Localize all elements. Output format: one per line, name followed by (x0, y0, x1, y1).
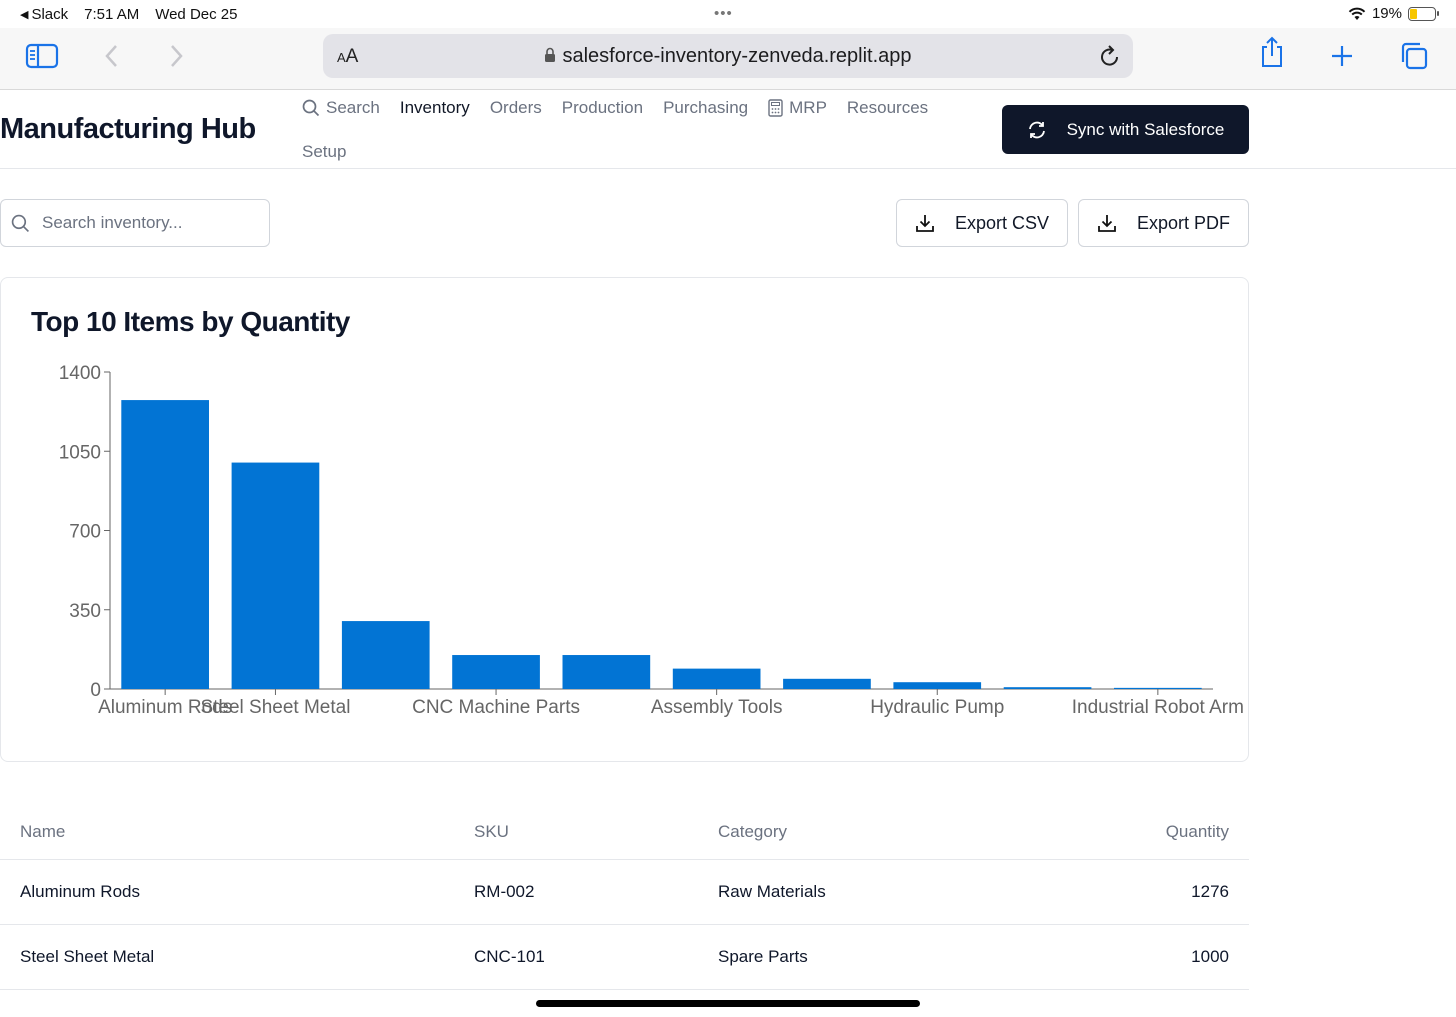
nav-mrp[interactable]: MRP (768, 98, 827, 118)
back-chevron-icon[interactable] (92, 38, 132, 74)
cell-quantity: 1000 (1191, 947, 1229, 966)
chart-bar (1114, 687, 1202, 689)
download-icon (1098, 215, 1116, 232)
status-right: 19% (1348, 5, 1439, 22)
chart-bar (893, 682, 982, 689)
nav-production[interactable]: Production (561, 98, 644, 117)
x-tick-label: Assembly Tools (651, 697, 783, 718)
nav-resources[interactable]: Resources (846, 98, 929, 117)
app-header: Manufacturing Hub Search Inventory Order… (0, 91, 1456, 169)
sidebar-toggle-icon[interactable] (22, 38, 62, 74)
inventory-table: Name SKU Category Quantity Aluminum Rods… (0, 800, 1249, 990)
chart-bar (341, 621, 430, 689)
new-tab-plus-icon[interactable] (1322, 38, 1362, 74)
main-nav: Search Inventory Orders Production Purch… (302, 97, 982, 185)
col-header-name[interactable]: Name (20, 822, 66, 841)
chart-bar (231, 462, 320, 689)
reader-settings-button[interactable]: AA (337, 46, 359, 67)
cell-quantity: 1276 (1191, 882, 1229, 901)
nav-setup[interactable]: Setup (302, 142, 347, 161)
back-triangle-icon: ◀ (20, 9, 29, 21)
export-pdf-button[interactable]: Export PDF (1078, 199, 1249, 247)
cell-category: Raw Materials (718, 882, 826, 901)
table-row[interactable]: Steel Sheet Metal CNC-101 Spare Parts 10… (0, 925, 1249, 990)
multitasking-dots-icon[interactable]: ••• (714, 5, 733, 22)
y-tick-label: 1050 (59, 442, 101, 463)
x-tick-label: Steel Sheet Metal (200, 697, 350, 718)
calculator-icon (768, 99, 783, 117)
status-bar: ◀ Slack 7:51 AM Wed Dec 25 ••• 19% (0, 0, 1456, 28)
y-tick-label: 350 (69, 601, 101, 622)
chart-bar (562, 655, 651, 689)
refresh-icon (1028, 121, 1045, 138)
nav-search[interactable]: Search (302, 98, 380, 118)
cell-sku: RM-002 (474, 882, 535, 901)
back-app-label: Slack (31, 6, 69, 23)
table-row[interactable]: Aluminum Rods RM-002 Raw Materials 1276 (0, 860, 1249, 925)
wifi-icon (1348, 7, 1366, 20)
col-header-sku[interactable]: SKU (474, 822, 509, 841)
search-icon (11, 214, 30, 232)
app-title: Manufacturing Hub (0, 113, 256, 145)
share-icon[interactable] (1252, 34, 1292, 70)
reload-icon[interactable] (1099, 44, 1121, 73)
chart-bar (672, 668, 761, 689)
table-header-row: Name SKU Category Quantity (0, 800, 1249, 860)
search-icon (302, 99, 320, 117)
status-time: 7:51 AM (84, 6, 140, 23)
battery-icon (1408, 6, 1439, 21)
nav-orders[interactable]: Orders (489, 98, 542, 117)
battery-percent: 19% (1371, 5, 1402, 22)
x-tick-label: Aluminum Rods (98, 697, 232, 718)
chart-title: Top 10 Items by Quantity (31, 306, 350, 337)
back-to-app-link[interactable]: ◀ Slack (20, 6, 68, 23)
cell-name: Steel Sheet Metal (20, 947, 155, 966)
chart-bar (452, 655, 540, 689)
export-csv-button[interactable]: Export CSV (896, 199, 1068, 247)
x-tick-label: Industrial Robot Arm (1072, 697, 1244, 718)
url-text[interactable]: salesforce-inventory-zenveda.replit.app (323, 45, 1133, 68)
col-header-quantity[interactable]: Quantity (1165, 822, 1229, 841)
chart-bar (121, 400, 209, 689)
chart-bar (1003, 687, 1092, 689)
y-tick-label: 1400 (59, 363, 101, 384)
home-indicator[interactable] (536, 1000, 920, 1007)
y-tick-label: 700 (69, 522, 101, 543)
search-input[interactable] (42, 213, 242, 233)
cell-name: Aluminum Rods (20, 882, 140, 901)
chart-card: Top 10 Items by Quantity 0 350 700 1050 1400… (0, 277, 1249, 762)
nav-purchasing[interactable]: Purchasing (663, 98, 749, 117)
col-header-category[interactable]: Category (718, 822, 787, 841)
status-date: Wed Dec 25 (155, 6, 238, 23)
tabs-overview-icon[interactable] (1394, 38, 1434, 74)
y-tick-label: 0 (90, 680, 101, 701)
forward-chevron-icon[interactable] (156, 38, 196, 74)
cell-sku: CNC-101 (474, 947, 545, 966)
lock-icon (545, 47, 556, 62)
x-tick-label: CNC Machine Parts (412, 697, 580, 718)
cell-category: Spare Parts (718, 947, 808, 966)
sync-salesforce-button[interactable]: Sync with Salesforce (1002, 105, 1249, 154)
chart-bar (783, 678, 871, 689)
inventory-search (0, 199, 270, 247)
x-tick-label: Hydraulic Pump (870, 697, 1004, 718)
browser-toolbar: AA salesforce-inventory-zenveda.replit.a… (0, 28, 1456, 90)
nav-inventory[interactable]: Inventory (399, 98, 470, 117)
download-icon (916, 215, 934, 232)
status-left: ◀ Slack 7:51 AM Wed Dec 25 (20, 6, 237, 23)
address-bar[interactable]: AA salesforce-inventory-zenveda.replit.a… (323, 34, 1133, 78)
